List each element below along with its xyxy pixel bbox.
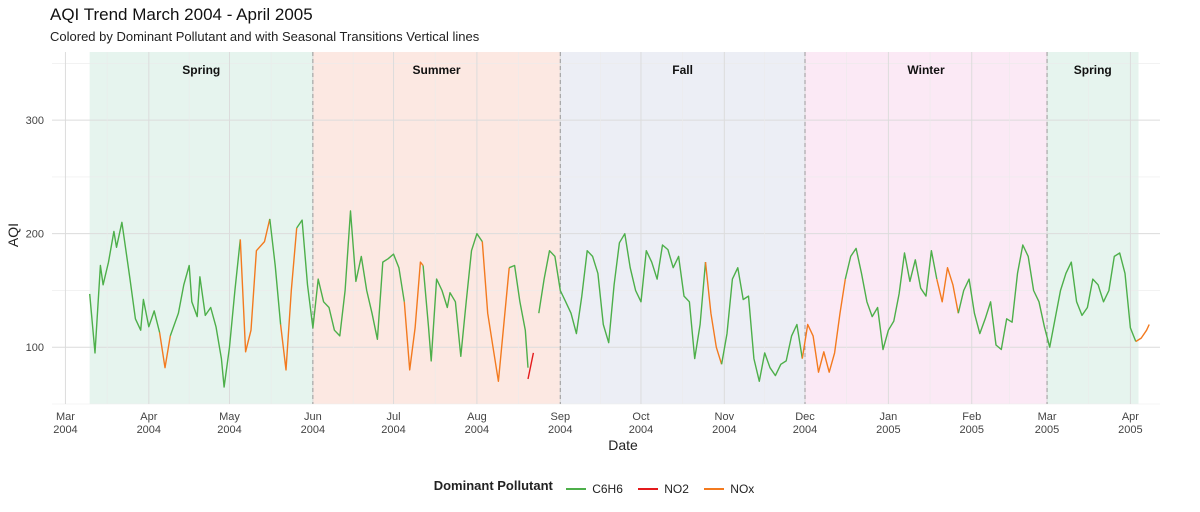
chart-title: AQI Trend March 2004 - April 2005 xyxy=(50,5,313,24)
series-line-nox xyxy=(801,278,846,373)
series-line-c6h6 xyxy=(422,233,483,362)
season-labels: Spring Summer Fall Winter Spring xyxy=(182,63,1112,77)
legend-label-nox: NOx xyxy=(730,482,755,496)
x-tick-label: Jul 2004 xyxy=(381,411,405,436)
x-tick-label: Feb 2005 xyxy=(960,411,984,436)
y-tick-label: 300 xyxy=(26,115,44,127)
series-line-c6h6 xyxy=(169,239,241,388)
legend-item-nox: NOx xyxy=(704,482,754,496)
season-label-summer: Summer xyxy=(413,63,461,77)
series-line-c6h6 xyxy=(538,233,707,360)
x-tick-label: Nov 2004 xyxy=(712,411,736,436)
x-axis-ticks: Mar 2004 Apr 2004 May 2004 Jun 2004 Jul 2004 Aug 20… xyxy=(53,411,1142,436)
series-line-c6h6 xyxy=(269,218,282,325)
season-band-spring xyxy=(89,52,313,404)
legend-label-c6h6: C6H6 xyxy=(592,482,623,496)
season-bands xyxy=(89,52,1139,404)
y-axis-ticks: 100 200 300 xyxy=(26,115,44,354)
legend-swatch-c6h6 xyxy=(566,488,587,490)
season-label-winter: Winter xyxy=(907,63,945,77)
season-label-spring: Spring xyxy=(1074,63,1112,77)
x-tick-label: Mar 2004 xyxy=(53,411,77,436)
series-line-c6h6 xyxy=(844,247,938,351)
x-tick-label: Dec 2004 xyxy=(793,411,817,436)
legend-item-c6h6: C6H6 xyxy=(566,482,623,496)
season-band-spring xyxy=(1047,52,1139,404)
season-transition-lines xyxy=(312,52,1048,404)
season-label-spring: Spring xyxy=(182,63,220,77)
x-tick-label: Oct 2004 xyxy=(629,411,653,436)
x-tick-label: Sep 2004 xyxy=(548,411,572,436)
legend-label-no2: NO2 xyxy=(664,482,689,496)
series-line-c6h6 xyxy=(957,244,1137,351)
x-tick-label: Apr 2005 xyxy=(1118,411,1142,436)
x-axis-label: Date xyxy=(608,437,638,453)
series-line-nox xyxy=(403,261,424,371)
series-line-c6h6 xyxy=(720,267,803,382)
series-line-nox xyxy=(481,241,510,382)
series-line-nox xyxy=(1135,324,1150,343)
season-band-winter xyxy=(805,52,1048,404)
y-tick-label: 100 xyxy=(26,342,44,354)
series-line-nox xyxy=(158,332,171,369)
x-tick-label: Jun 2004 xyxy=(301,411,325,436)
x-tick-label: Apr 2004 xyxy=(137,411,161,436)
series-line-nox xyxy=(279,227,298,371)
x-tick-label: Mar 2005 xyxy=(1035,411,1059,436)
legend-swatch-no2 xyxy=(638,488,659,490)
series-line-c6h6 xyxy=(89,221,161,354)
season-band-summer xyxy=(312,52,561,404)
x-tick-label: Aug 2004 xyxy=(465,411,489,436)
series-line-c6h6 xyxy=(296,210,405,340)
series-lines xyxy=(89,210,1150,388)
legend-item-no2: NO2 xyxy=(638,482,689,496)
y-tick-label: 200 xyxy=(26,229,44,241)
series-line-nox xyxy=(704,262,723,365)
series-line-no2 xyxy=(527,352,535,380)
legend-title: Dominant Pollutant xyxy=(433,478,553,493)
season-label-fall: Fall xyxy=(672,63,693,77)
legend: Dominant Pollutant C6H6 NO2 NOx xyxy=(0,478,1200,496)
legend-swatch-nox xyxy=(704,488,725,490)
x-tick-label: May 2004 xyxy=(217,411,241,436)
series-line-nox xyxy=(936,267,959,314)
chart-subtitle: Colored by Dominant Pollutant and with S… xyxy=(50,29,480,44)
x-tick-label: Jan 2005 xyxy=(876,411,900,436)
y-axis-label: AQI xyxy=(5,223,21,247)
series-line-c6h6 xyxy=(508,264,529,368)
series-line-nox xyxy=(239,218,271,353)
